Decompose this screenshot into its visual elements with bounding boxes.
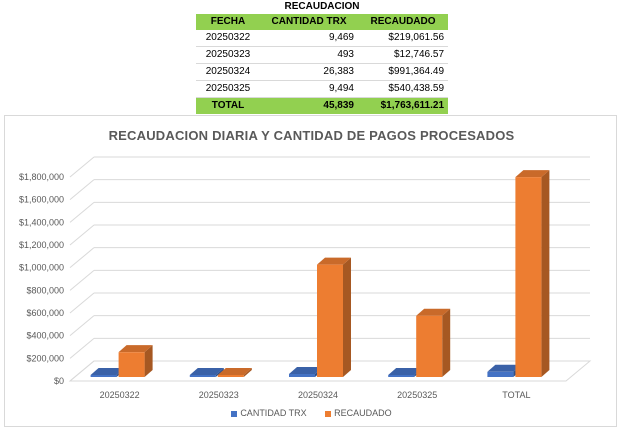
header-fecha: FECHA — [196, 14, 260, 30]
table-row: 20250322 9,469 $219,061.56 — [196, 30, 449, 47]
bar-side — [144, 345, 153, 377]
side-gridline — [69, 201, 95, 223]
chart-title: RECAUDACION DIARIA Y CANTIDAD DE PAGOS P… — [108, 128, 515, 143]
legend-swatch-recaudado — [325, 410, 332, 417]
bar-recaudado — [515, 177, 542, 377]
y-tick-label: $1,400,000 — [19, 217, 64, 227]
bar-top — [90, 368, 125, 375]
side-gridline — [69, 337, 95, 359]
legend-swatch-cantidad-trx — [231, 410, 238, 417]
cell-cantidad: 9,469 — [260, 30, 358, 47]
cell-fecha: 20250322 — [196, 30, 260, 47]
x-tick-label: 20250322 — [100, 390, 140, 400]
header-recaudado: RECAUDADO — [358, 14, 449, 30]
y-tick-label: $800,000 — [26, 285, 64, 295]
bar-cantidad-trx — [90, 375, 117, 377]
summary-table: RECAUDACION FECHA CANTIDAD TRX RECAUDADO… — [196, 0, 449, 114]
side-gridline — [69, 179, 95, 201]
side-gridline — [69, 269, 95, 291]
cell-recaudado: $12,746.57 — [358, 46, 449, 64]
x-tick-label: 20250324 — [298, 390, 338, 400]
bar-cantidad-trx — [189, 375, 216, 377]
bar-cantidad-trx — [388, 375, 415, 377]
cell-cantidad: 26,383 — [260, 63, 358, 81]
bar-recaudado — [317, 264, 343, 377]
bar-top — [416, 308, 451, 316]
table-row: 20250324 26,383 $991,364.49 — [196, 63, 449, 81]
legend-item-cantidad-trx: CANTIDAD TRX — [231, 408, 307, 418]
total-cantidad: 45,839 — [260, 97, 358, 114]
cell-fecha: 20250324 — [196, 63, 260, 81]
side-gridline — [69, 156, 95, 178]
bar-cantidad-trx — [289, 374, 315, 377]
bar-top — [515, 170, 550, 178]
bar-top — [118, 345, 153, 353]
y-tick-label: $1,600,000 — [19, 195, 64, 205]
legend-label-cantidad-trx: CANTIDAD TRX — [240, 408, 307, 418]
bar-side — [442, 308, 451, 377]
bar-top — [217, 368, 252, 375]
y-tick-label: $400,000 — [26, 331, 64, 341]
y-tick-label: $200,000 — [26, 353, 64, 363]
bar-top — [289, 367, 323, 375]
y-tick-label: $0 — [54, 376, 64, 386]
chart-floor — [68, 360, 592, 382]
table-title: RECAUDACION — [284, 1, 360, 12]
table-header-row: FECHA CANTIDAD TRX RECAUDADO — [196, 14, 449, 30]
y-tick-label: $1,200,000 — [19, 240, 64, 250]
summary-table-container: RECAUDACION FECHA CANTIDAD TRX RECAUDADO… — [196, 0, 449, 114]
cell-fecha: 20250325 — [196, 80, 260, 98]
bar-top — [317, 257, 351, 265]
bar-side — [243, 368, 252, 377]
bar-cantidad-trx — [487, 371, 514, 377]
bar-top — [388, 368, 423, 375]
cell-recaudado: $540,438.59 — [358, 80, 449, 98]
cell-fecha: 20250323 — [196, 46, 260, 64]
bar-recaudado — [118, 352, 145, 377]
y-tick-label: $1,000,000 — [19, 263, 64, 273]
bar-recaudado — [416, 315, 443, 377]
side-gridline — [69, 315, 95, 337]
table-row: 20250325 9,494 $540,438.59 — [196, 80, 449, 98]
header-cantidad-trx: CANTIDAD TRX — [260, 14, 358, 30]
bar-side — [343, 257, 351, 377]
cell-cantidad: 493 — [260, 46, 358, 64]
bar-recaudado — [217, 375, 244, 377]
cell-recaudado: $991,364.49 — [358, 63, 449, 81]
y-tick-label: $1,800,000 — [19, 172, 64, 182]
bar-top — [189, 368, 224, 375]
side-gridline — [69, 247, 95, 269]
side-gridline — [69, 224, 95, 246]
bar-top — [487, 364, 522, 372]
x-tick-label: 20250323 — [199, 390, 239, 400]
total-recaudado: $1,763,611.21 — [358, 97, 449, 114]
table-total-row: TOTAL 45,839 $1,763,611.21 — [196, 97, 449, 114]
bar-side — [541, 170, 550, 377]
total-label: TOTAL — [196, 97, 260, 114]
x-tick-label: TOTAL — [502, 390, 530, 400]
cell-cantidad: 9,494 — [260, 80, 358, 98]
side-gridline — [69, 292, 95, 314]
legend-item-recaudado: RECAUDADO — [325, 408, 392, 418]
table-row: 20250323 493 $12,746.57 — [196, 46, 449, 64]
x-tick-label: 20250325 — [397, 390, 437, 400]
bar-side — [215, 368, 224, 377]
chart-legend: CANTIDAD TRX RECAUDADO — [0, 408, 623, 418]
legend-label-recaudado: RECAUDADO — [334, 408, 392, 418]
cell-recaudado: $219,061.56 — [358, 30, 449, 47]
y-tick-label: $600,000 — [26, 308, 64, 318]
